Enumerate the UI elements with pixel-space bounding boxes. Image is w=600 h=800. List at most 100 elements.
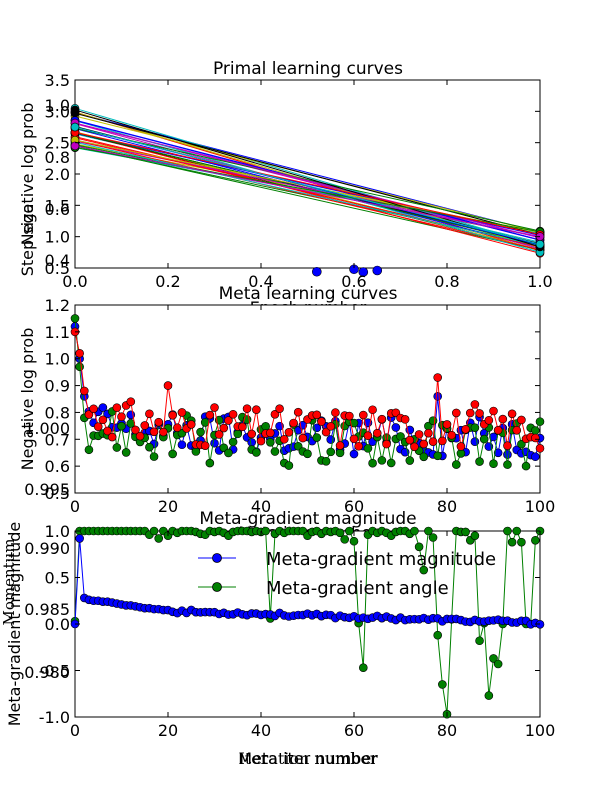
meta-point — [270, 447, 280, 456]
meta-point — [196, 427, 205, 437]
angle-point — [345, 526, 354, 536]
meta-point — [210, 403, 219, 412]
meta-point — [451, 408, 461, 418]
primal-ylabel: Negative log prob — [18, 103, 37, 246]
angle-point — [512, 526, 522, 536]
meta-point — [363, 431, 373, 441]
meta-point — [75, 362, 84, 372]
gradient-ticks: 0 20 40 60 80 100 -1.0 -0.5 0.0 0.5 1.00.990 0.985 0… — [24, 522, 555, 740]
y-tick-label: 1.5 — [45, 196, 70, 215]
meta-point — [159, 427, 168, 437]
gradient-overlay-xlabel: Iteration number — [238, 749, 377, 768]
meta-point — [117, 421, 126, 431]
y-tick-label: 3.0 — [45, 102, 70, 121]
meta-point — [121, 448, 131, 457]
primal-point — [311, 266, 322, 277]
panel-primal: 0.0 0.2 0.4 0.6 0.8 1.0 0.5 1.0 1.5 2.0 2.5 3.0 3.5 1… — [18, 59, 553, 317]
meta-point — [219, 423, 229, 433]
meta-point — [507, 409, 517, 419]
overlay-tick-label: 0.985 — [24, 600, 70, 619]
meta-point — [168, 410, 177, 420]
meta-point — [210, 438, 219, 448]
meta-point — [238, 422, 247, 432]
angle-point — [358, 663, 368, 673]
meta-point — [149, 452, 159, 461]
y-tick-label: 0.7 — [45, 430, 70, 449]
meta-point — [145, 442, 154, 452]
meta-point — [252, 405, 261, 414]
x-tick-label: 80 — [437, 721, 457, 740]
y-tick-label: -0.5 — [39, 662, 70, 681]
angle-point — [335, 528, 345, 538]
meta-point — [484, 415, 494, 425]
meta-point — [372, 428, 382, 438]
angle-point — [461, 527, 470, 537]
primal-curve — [74, 109, 541, 248]
primal-curve — [74, 122, 541, 239]
x-tick-label: 0.4 — [248, 272, 273, 291]
meta-point — [354, 441, 363, 451]
meta-point — [442, 420, 452, 429]
meta-point — [321, 457, 331, 466]
meta-point — [493, 448, 503, 458]
legend-label-magnitude: Meta-gradient magnitude — [266, 549, 496, 570]
x-tick-label: 0 — [70, 497, 80, 516]
meta-ylabel: Negative log prob — [18, 328, 37, 471]
meta-point — [428, 437, 438, 446]
meta-point — [247, 438, 256, 447]
meta-point — [154, 417, 163, 427]
gradient-xlabel: Meta iter number — [238, 749, 378, 768]
angle-point — [149, 526, 159, 536]
angle-point — [507, 537, 517, 547]
meta-point — [135, 431, 145, 441]
overlay-tick-label: 0.8 — [45, 148, 70, 167]
meta-ticks: 0 20 40 60 80 100 0.5 0.6 0.7 0.8 0.9 1.0 1.1 1.2 0.99… — [24, 296, 555, 516]
meta-point — [456, 442, 466, 451]
y-tick-label: 0.5 — [45, 259, 70, 278]
primal-point — [372, 265, 383, 276]
meta-point — [349, 449, 359, 459]
angle-point — [261, 526, 270, 536]
meta-point — [256, 436, 266, 446]
overlay-tick-label: 1.0 — [45, 96, 70, 115]
y-tick-label: -1.0 — [39, 708, 70, 727]
y-tick-label: 1.1 — [45, 323, 70, 342]
meta-point — [493, 425, 503, 435]
y-tick-label: 1.2 — [45, 296, 70, 315]
meta-point — [265, 437, 275, 447]
meta-point — [424, 428, 433, 438]
angle-point — [470, 531, 480, 540]
meta-point — [284, 428, 294, 437]
meta-point — [303, 449, 312, 459]
meta-point — [465, 408, 475, 418]
meta-point — [84, 410, 94, 419]
primal-curve — [74, 107, 541, 247]
meta-point — [335, 441, 345, 450]
x-tick-label: 60 — [344, 497, 364, 516]
angle-point — [503, 526, 512, 536]
meta-point — [470, 400, 480, 409]
meta-point — [224, 448, 233, 458]
meta-point — [386, 458, 396, 468]
primal-overlay-ylabel: Step size — [18, 204, 37, 277]
primal-point — [70, 105, 80, 115]
angle-point — [438, 680, 447, 689]
meta-point — [177, 440, 187, 450]
angle-point — [419, 565, 429, 575]
gradient-overlay-ylabel: Momentum — [0, 538, 18, 625]
primal-ticks: 0.0 0.2 0.4 0.6 0.8 1.0 0.5 1.0 1.5 2.0 2.5 3.0 3.5 1… — [45, 71, 553, 291]
meta-point — [396, 432, 405, 441]
meta-point — [503, 450, 512, 459]
meta-title: Meta learning curves — [219, 284, 398, 304]
meta-point — [205, 410, 215, 420]
angle-point — [531, 535, 540, 545]
meta-point — [377, 414, 387, 424]
meta-point — [265, 428, 275, 438]
overlay-tick-label: 0.4 — [45, 251, 70, 270]
meta-point — [98, 415, 108, 425]
meta-point — [205, 458, 215, 468]
meta-point — [163, 381, 173, 390]
meta-point — [479, 434, 489, 444]
y-tick-label: 1.0 — [45, 228, 70, 247]
primal-curve — [74, 144, 541, 251]
